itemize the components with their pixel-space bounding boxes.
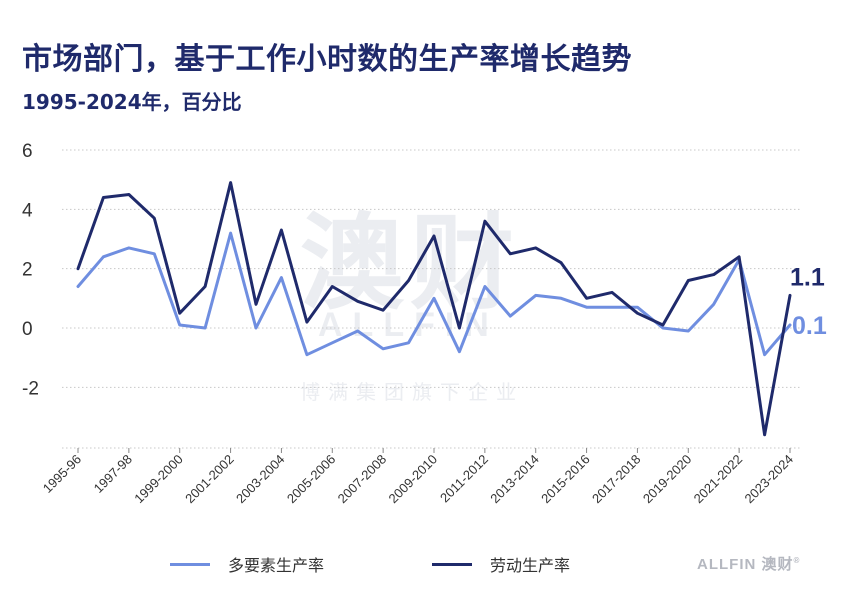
chart-subtitle: 1995-2024年，百分比 bbox=[22, 90, 242, 114]
x-axis-ticks: 1995-96 1997-981999-20002001-20022003-200… bbox=[40, 448, 796, 506]
series-line-mfp bbox=[76, 231, 792, 357]
x-tick-label: 1999-2000 bbox=[131, 452, 186, 507]
y-tick-label: 6 bbox=[22, 141, 33, 162]
x-tick-label: 2021-2022 bbox=[691, 452, 746, 507]
x-tick-label: 1997-98 bbox=[91, 452, 135, 496]
x-tick-label: 2009-2010 bbox=[386, 452, 441, 507]
end-label-mfp: 0.1 bbox=[792, 312, 827, 340]
y-tick-label: -2 bbox=[22, 378, 39, 399]
legend-swatch-mfp bbox=[170, 562, 210, 566]
grid-lines bbox=[62, 149, 800, 449]
legend: 多要素生产率 劳动生产率 bbox=[0, 552, 851, 576]
x-tick-label: 2023-2024 bbox=[742, 452, 797, 507]
legend-label-mfp: 多要素生产率 bbox=[228, 556, 325, 575]
end-labels: 0.1 1.1 bbox=[790, 263, 827, 340]
x-tick-label: 2015-2016 bbox=[538, 452, 593, 507]
brand-logo: ALLFIN 澳财® bbox=[697, 553, 800, 574]
legend-item-mfp: 多要素生产率 bbox=[170, 552, 324, 576]
x-tick-label: 2011-2012 bbox=[437, 452, 491, 506]
chart-title: 市场部门，基于工作小时数的生产率增长趋势 bbox=[22, 42, 632, 77]
x-tick-label: 2005-2006 bbox=[284, 452, 339, 507]
legend-swatch-labour bbox=[432, 562, 472, 566]
x-tick-label: 2003-2004 bbox=[233, 452, 288, 507]
x-tick-label: 2017-2018 bbox=[589, 452, 644, 507]
x-tick-label: 2019-2020 bbox=[640, 452, 695, 507]
y-axis-ticks: 6 4 2 0 -2 bbox=[22, 141, 39, 399]
watermark-tagline: 博满集团旗下企业 bbox=[300, 380, 524, 404]
y-tick-label: 4 bbox=[22, 200, 33, 221]
series-lines bbox=[76, 181, 792, 437]
series-line-labour bbox=[76, 181, 792, 437]
y-tick-label: 2 bbox=[22, 260, 33, 281]
x-tick-label: 1995-96 bbox=[40, 452, 84, 496]
legend-label-labour: 劳动生产率 bbox=[490, 556, 571, 575]
legend-item-labour: 劳动生产率 bbox=[432, 552, 570, 576]
brand-registered-mark: ® bbox=[793, 556, 801, 565]
x-tick-label: 2007-2008 bbox=[335, 452, 390, 507]
y-tick-label: 0 bbox=[22, 319, 33, 340]
end-label-labour: 1.1 bbox=[790, 263, 825, 291]
brand-text: ALLFIN 澳财 bbox=[697, 556, 794, 573]
x-tick-label: 2013-2014 bbox=[487, 452, 542, 507]
x-tick-label: 2001-2002 bbox=[182, 452, 237, 507]
